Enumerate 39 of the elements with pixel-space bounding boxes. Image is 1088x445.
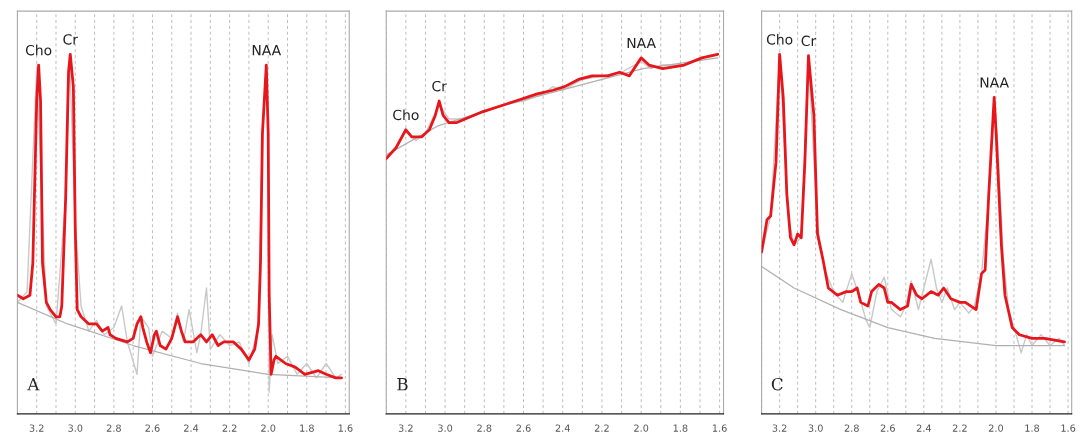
x-tick-label: 1.8	[300, 424, 314, 432]
x-tick-label: 2.2	[222, 424, 237, 432]
annotation: B	[397, 378, 408, 391]
x-tick-label: 2.2	[952, 424, 967, 432]
x-tick-label: 3.0	[808, 424, 823, 432]
x-tick-label: 2.0	[634, 424, 649, 432]
x-tick-label: 2.0	[988, 424, 1004, 432]
x-tick-label: 2.4	[184, 424, 199, 432]
x-tick-label: 3.2	[772, 424, 787, 432]
x-tick-label: 3.0	[438, 424, 453, 432]
x-tick-label: 2.4	[555, 424, 570, 432]
annotation: Cr	[432, 80, 447, 92]
x-tick-label: 2.8	[106, 424, 121, 432]
annotation: Cho	[25, 44, 52, 56]
x-tick-label: 3.0	[68, 424, 83, 432]
annotation: Cho	[393, 109, 419, 121]
x-tick-label: 2.2	[594, 424, 609, 432]
annotation: C	[771, 377, 783, 391]
x-tick-label: 3.2	[29, 424, 44, 432]
x-tick-label: 3.2	[398, 424, 413, 432]
annotation: NAA	[980, 77, 1009, 88]
x-tick-label: 1.8	[673, 424, 688, 432]
x-tick-label: 1.8	[1025, 424, 1040, 432]
annotation: Cr	[63, 34, 78, 45]
annotation: NAA	[627, 37, 656, 49]
x-tick-label: 2.8	[477, 424, 492, 432]
x-tick-label: 1.6	[712, 424, 727, 432]
annotation: Cho	[766, 33, 793, 45]
annotation: Cr	[801, 35, 817, 47]
x-tick-label: 1.6	[338, 424, 353, 432]
x-tick-label: 2.6	[145, 424, 160, 432]
annotation: A	[27, 378, 40, 391]
x-tick-label: 2.4	[916, 424, 932, 432]
x-tick-label: 1.6	[1061, 424, 1076, 432]
x-tick-label: 2.0	[261, 424, 276, 432]
x-tick-label: 2.6	[880, 424, 895, 432]
annotation: NAA	[252, 45, 282, 56]
x-tick-label: 2.8	[844, 424, 859, 432]
x-tick-label: 2.6	[516, 424, 531, 432]
